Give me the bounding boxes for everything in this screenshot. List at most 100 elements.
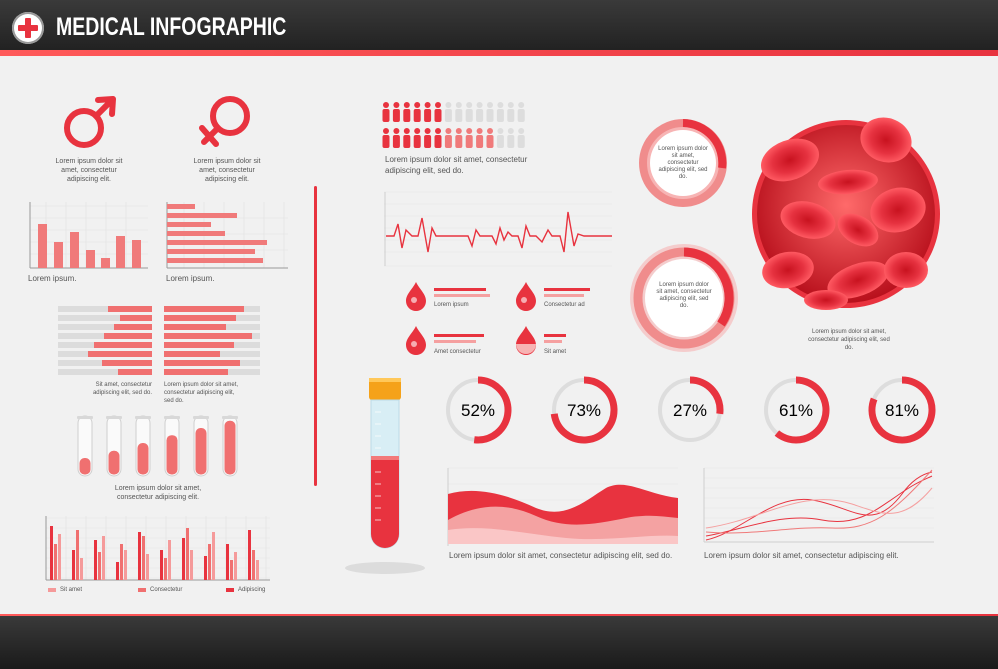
person-icon [424, 128, 432, 148]
bar [182, 538, 185, 580]
bar [116, 236, 125, 268]
bar [208, 544, 211, 580]
person-icon [455, 102, 463, 122]
drop-label: Lorem ipsum [434, 302, 469, 308]
bar [146, 554, 149, 580]
diverging-left-caption: Sit amet, consectetur adipiscing elit, s… [92, 382, 152, 396]
male-icon [64, 96, 116, 148]
top-ring-caption: Lorem ipsum dolor sit amet, consectetur … [658, 146, 708, 180]
person-icon [486, 102, 494, 122]
page-title: MEDICAL INFOGRAPHIC [56, 13, 287, 41]
drop-label: Amet consectetur [434, 349, 481, 355]
bar [54, 242, 63, 268]
test-tube [135, 415, 151, 477]
grouped-bar-legend: Sit amet Consectetur Adipiscing [48, 586, 278, 596]
person-icon [434, 102, 442, 122]
female-caption: Lorem ipsum dolor sit amet, consectetur … [193, 158, 261, 183]
bar [120, 544, 123, 580]
bar [94, 540, 97, 580]
header-bar [0, 0, 998, 56]
person-icon [476, 128, 484, 148]
bar [54, 544, 57, 580]
horizontal-bar-chart [166, 202, 288, 269]
legend-item: Sit amet [60, 587, 83, 593]
diverging-bar-chart [58, 306, 260, 375]
percent-label: 52% [461, 401, 495, 420]
bar [38, 224, 47, 268]
person-icon [382, 128, 390, 148]
area-chart [447, 467, 678, 546]
bar [80, 558, 83, 580]
person-icon [465, 128, 473, 148]
person-icon [444, 128, 452, 148]
bar [58, 534, 61, 580]
bar [252, 550, 255, 580]
top-ring-chart [639, 119, 727, 207]
blood-drop-icon [406, 326, 426, 355]
bar [248, 530, 251, 580]
test-tube [77, 415, 93, 477]
person-icon [434, 128, 442, 148]
vertical-divider [314, 186, 317, 486]
test-tube [193, 415, 209, 477]
bottom-ring-chart [630, 244, 738, 352]
legend-item: Adipiscing [238, 587, 266, 593]
bar [168, 540, 171, 580]
percent-ring: 52% [446, 376, 512, 444]
blood-drop-legend [406, 282, 590, 355]
people-caption: Lorem ipsum dolor sit amet, consectetur … [385, 155, 528, 175]
percent-label: 27% [673, 401, 707, 420]
blood-test-tube [345, 378, 425, 574]
legend-item: Consectetur [150, 587, 183, 593]
drop-label: Sit amet [544, 349, 567, 355]
bar [234, 552, 237, 580]
person-icon [496, 128, 504, 148]
person-icon [413, 102, 421, 122]
person-icon [455, 128, 463, 148]
tubes-caption: Lorem ipsum dolor sit amet, consectetur … [114, 485, 202, 501]
bar [204, 556, 207, 580]
bottom-ring-caption: Lorem ipsum dolor sit amet, consectetur … [656, 282, 712, 309]
small-chart-left-label: Lorem ipsum. [28, 274, 77, 283]
test-tube [222, 415, 238, 477]
bar [132, 240, 141, 268]
bar [226, 544, 229, 580]
percent-ring: 73% [550, 376, 618, 444]
bar [142, 536, 145, 580]
blood-drop-icon [406, 282, 426, 311]
bar [50, 526, 53, 580]
bar [76, 530, 79, 580]
male-caption: Lorem ipsum dolor sit amet, consectetur … [55, 158, 123, 183]
blood-cells-caption: Lorem ipsum dolor sit amet, consectetur … [808, 329, 890, 351]
test-tube [164, 415, 180, 477]
test-tubes-chart [77, 415, 238, 477]
line-chart-caption: Lorem ipsum dolor sit amet, consectetur … [704, 551, 899, 560]
person-icon [486, 128, 494, 148]
heartbeat-chart [384, 191, 612, 267]
person-icon [392, 128, 400, 148]
bar [70, 232, 79, 268]
percent-label: 61% [779, 401, 813, 420]
bar [160, 550, 163, 580]
person-icon [403, 128, 411, 148]
person-icon [496, 102, 504, 122]
diverging-right-caption: Lorem ipsum dolor sit amet, consectetur … [164, 382, 239, 404]
percent-ring: 61% [764, 376, 830, 444]
bar [186, 528, 189, 580]
line-chart [703, 467, 934, 543]
percent-arc [550, 376, 618, 444]
area-chart-caption: Lorem ipsum dolor sit amet, consectetur … [449, 551, 673, 560]
small-chart-right-label: Lorem ipsum. [166, 274, 215, 283]
bar [98, 552, 101, 580]
bar [101, 258, 110, 268]
person-icon [382, 102, 390, 122]
percent-arc [689, 376, 724, 415]
female-icon [199, 96, 250, 147]
percent-ring: 27% [658, 376, 724, 442]
percent-label: 73% [567, 401, 601, 420]
person-icon [507, 128, 515, 148]
percent-arc [868, 376, 936, 444]
person-icon [476, 102, 484, 122]
bar [72, 550, 75, 580]
person-icon [517, 128, 525, 148]
